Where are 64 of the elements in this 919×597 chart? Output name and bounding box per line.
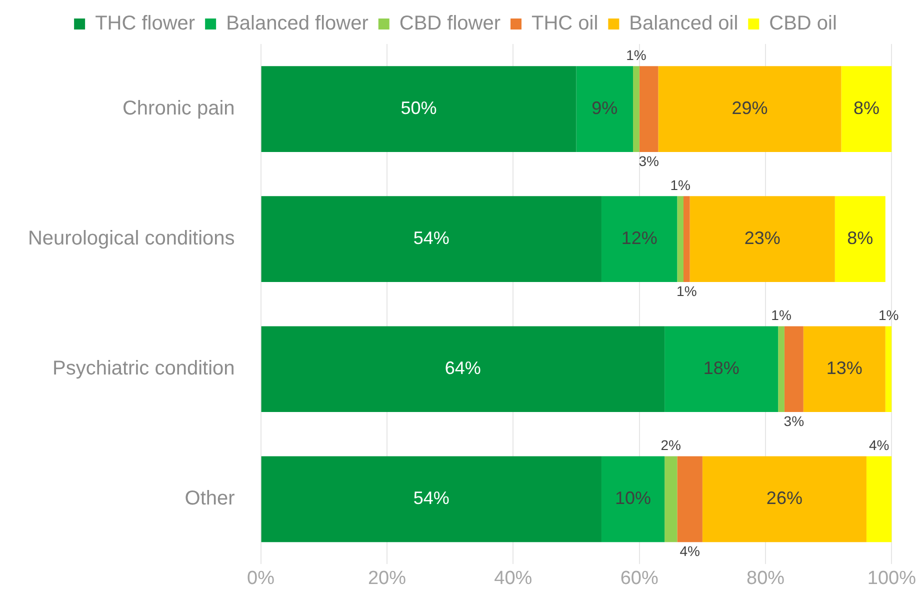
bar — [677, 196, 684, 282]
data-label: 2% — [660, 437, 681, 454]
data-label: 8% — [847, 228, 874, 248]
bar — [684, 196, 690, 282]
data-label: 8% — [853, 98, 880, 118]
data-label: 29% — [732, 98, 768, 118]
bar — [261, 196, 602, 282]
data-label: 3% — [784, 412, 804, 429]
data-label: 4% — [868, 437, 890, 454]
bar — [261, 66, 576, 152]
bar — [261, 456, 602, 542]
bar — [702, 456, 866, 542]
y-tick-label: Other — [184, 488, 236, 510]
data-label: 54% — [413, 488, 450, 508]
bar — [664, 326, 778, 412]
legend-label: CBD flower — [399, 12, 501, 35]
legend-label: Balanced oil — [629, 12, 738, 35]
bar — [866, 456, 892, 542]
data-label: 26% — [766, 488, 802, 508]
x-tick-label: 40% — [494, 568, 532, 589]
bar — [576, 66, 634, 152]
data-label: 1% — [626, 46, 646, 63]
bar — [885, 326, 892, 412]
y-tick-label: Psychiatric condition — [52, 358, 235, 380]
data-label: 12% — [621, 228, 658, 248]
data-label: 1% — [670, 177, 690, 194]
data-label: 54% — [413, 228, 450, 248]
bar — [677, 456, 702, 542]
bar — [633, 66, 640, 152]
legend-label: Balanced flower — [226, 12, 369, 35]
data-label: 13% — [826, 358, 862, 378]
data-label: 1% — [771, 307, 792, 324]
data-label: 64% — [444, 358, 481, 378]
x-tick-label: 100% — [867, 568, 916, 589]
legend-label: CBD oil — [769, 12, 837, 35]
bar — [803, 326, 886, 412]
legend-label: THC flower — [95, 12, 196, 35]
data-label: 1% — [676, 282, 697, 299]
y-tick-label: Neurological conditions — [28, 228, 235, 250]
bar — [261, 326, 665, 412]
bar — [664, 456, 678, 542]
bar — [658, 66, 842, 152]
bar — [784, 326, 804, 412]
data-label: 1% — [878, 307, 899, 324]
bar — [601, 196, 678, 282]
x-tick-label: 80% — [746, 568, 785, 589]
data-label: 23% — [744, 228, 780, 248]
x-tick-label: 60% — [620, 568, 658, 589]
bar — [834, 196, 886, 282]
x-tick-label: 20% — [368, 568, 406, 589]
bar — [841, 66, 892, 152]
bar — [690, 196, 835, 282]
y-tick-label: Chronic pain — [122, 98, 235, 120]
data-label: 50% — [400, 98, 437, 118]
legend-label: THC oil — [532, 12, 598, 35]
data-label: 4% — [680, 542, 700, 559]
bar — [639, 66, 658, 152]
data-label: 9% — [592, 98, 618, 118]
bar — [601, 456, 665, 542]
data-label: 3% — [638, 152, 659, 169]
data-label: 10% — [615, 488, 652, 508]
data-label: 18% — [703, 358, 740, 378]
bar — [778, 326, 784, 412]
x-tick-label: 0% — [247, 568, 275, 589]
